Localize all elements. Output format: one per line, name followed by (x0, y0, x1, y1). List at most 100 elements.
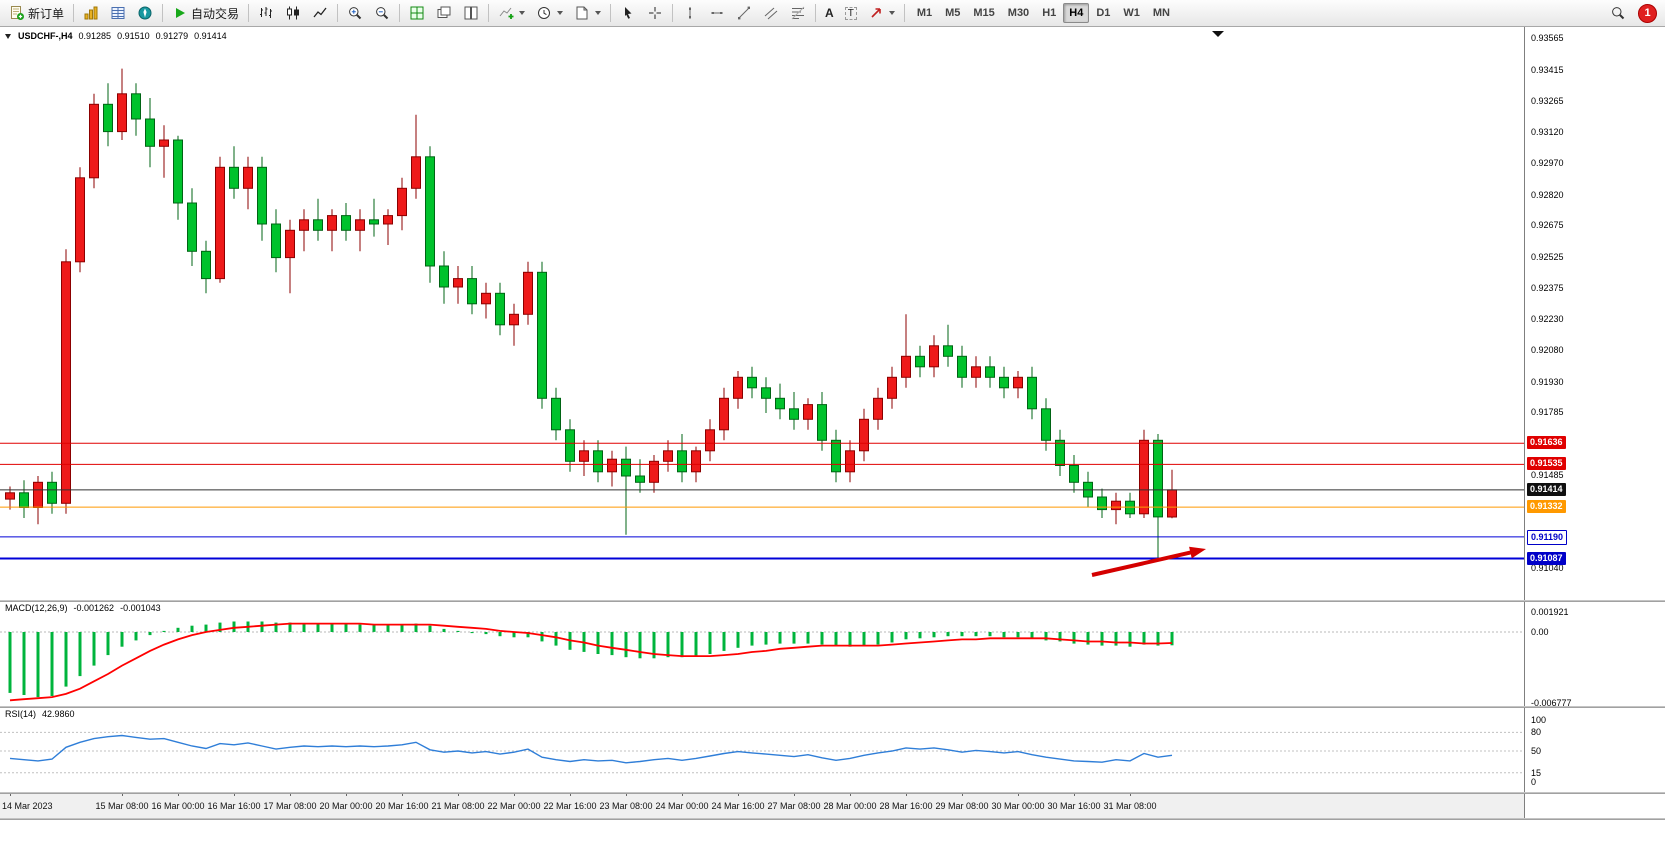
macd-signal-line (9, 622, 1173, 702)
toolbar-separator (399, 4, 401, 22)
text-tool-button[interactable]: A (820, 2, 839, 24)
tile-windows-button[interactable] (404, 2, 430, 24)
time-axis-label: 17 Mar 08:00 (263, 801, 317, 811)
main-chart[interactable] (0, 27, 1524, 600)
timeframe-D1[interactable]: D1 (1090, 3, 1116, 23)
templates-button[interactable] (569, 2, 606, 24)
new-order-button[interactable]: 新订单 (4, 2, 69, 24)
candlestick-mode-button[interactable] (280, 2, 306, 24)
price-badge-0.91087: 0.91087 (1527, 551, 1566, 565)
timeframe-H1[interactable]: H1 (1036, 3, 1062, 23)
panel-splitter[interactable] (0, 792, 1665, 794)
zoom-out-button[interactable] (369, 2, 395, 24)
time-axis-label: 20 Mar 00:00 (319, 801, 373, 811)
periods-button[interactable] (531, 2, 568, 24)
channel-button[interactable] (758, 2, 784, 24)
symbol-collapse-icon[interactable] (5, 33, 11, 39)
timeframe-MN[interactable]: MN (1147, 3, 1176, 23)
time-axis[interactable]: 14 Mar 2023 15 Mar 08:00 16 Mar 00:00 16 Ma… (0, 792, 1524, 818)
time-tick (10, 792, 11, 796)
time-axis-label: 30 Mar 00:00 (991, 801, 1045, 811)
horizontal-line-button[interactable] (704, 2, 730, 24)
new-order-label: 新订单 (28, 6, 65, 21)
time-axis-label: 22 Mar 00:00 (487, 801, 541, 811)
price-badge-0.91414: 0.91414 (1527, 482, 1566, 496)
price-axis[interactable]: 0.93565 0.93415 0.93265 0.93120 0.92970 0.928… (1524, 27, 1665, 818)
search-button[interactable] (1605, 2, 1631, 24)
panel-splitter[interactable] (0, 706, 1665, 708)
macd-axis-label: -0.006777 (1531, 698, 1572, 709)
bar-chart-mode-button[interactable] (253, 2, 279, 24)
arrange-windows-button[interactable] (458, 2, 484, 24)
crosshair-icon (649, 7, 662, 19)
time-axis-label: 16 Mar 16:00 (207, 801, 261, 811)
bar-chart-icon (260, 7, 273, 18)
rsi-axis-label: 15 (1531, 767, 1542, 778)
rsi-axis-label: 0 (1531, 777, 1537, 787)
time-tick (290, 792, 291, 796)
notification-badge[interactable]: 1 (1638, 3, 1657, 23)
timeframe-W1[interactable]: W1 (1117, 3, 1146, 23)
timeframe-M15[interactable]: M15 (967, 3, 1000, 23)
cascade-windows-button[interactable] (431, 2, 457, 24)
rsi-value: 42.9860 (42, 709, 75, 719)
price-tick-label: 0.92375 (1531, 283, 1564, 294)
fibonacci-button[interactable] (785, 2, 811, 24)
arrows-tool-button[interactable] (863, 2, 900, 24)
time-tick (906, 792, 907, 796)
line-chart-mode-button[interactable] (307, 2, 333, 24)
chart-window: USDCHF-,H4 0.91285 0.91510 0.91279 0.914… (0, 27, 1665, 846)
rsi-axis-label: 50 (1531, 746, 1542, 756)
time-axis-label: 14 Mar 2023 (2, 801, 53, 811)
auto-trading-button[interactable]: 自动交易 (167, 2, 244, 24)
rsi-line (9, 734, 1173, 764)
trend-arrow-annotation[interactable] (1091, 546, 1206, 577)
time-tick (402, 792, 403, 796)
time-axis-label: 21 Mar 08:00 (431, 801, 485, 811)
rsi-panel[interactable] (0, 706, 1524, 792)
toolbar-separator (903, 4, 905, 22)
market-watch-button[interactable] (78, 2, 104, 24)
candles (5, 68, 1177, 560)
zoom-out-icon (376, 7, 389, 20)
crosshair-button[interactable] (642, 2, 668, 24)
macd-value-signal: -0.001043 (120, 603, 161, 613)
chevron-down-icon (888, 11, 895, 15)
navigator-button[interactable] (132, 2, 158, 24)
timeframe-H4[interactable]: H4 (1063, 3, 1090, 23)
price-tick-label: 0.92080 (1531, 345, 1564, 355)
time-tick (1074, 792, 1075, 796)
macd-header: MACD(12,26,9) -0.001262 -0.001043 (5, 603, 161, 613)
vertical-line-button[interactable] (677, 2, 703, 24)
macd-panel[interactable] (0, 600, 1524, 706)
cursor-button[interactable] (615, 2, 641, 24)
time-axis-label: 28 Mar 00:00 (823, 801, 877, 811)
new-order-icon (11, 6, 24, 20)
indicators-button[interactable] (493, 2, 530, 24)
time-tick (794, 792, 795, 796)
macd-histogram (8, 621, 1174, 698)
cursor-icon (625, 7, 632, 19)
time-axis-label: 24 Mar 00:00 (655, 801, 709, 811)
label-tool-button[interactable]: T (840, 2, 862, 24)
timeframe-M30[interactable]: M30 (1002, 3, 1035, 23)
trendline-icon (738, 6, 751, 20)
data-window-icon (111, 7, 125, 19)
zoom-in-button[interactable] (342, 2, 368, 24)
time-axis-label: 30 Mar 16:00 (1047, 801, 1101, 811)
time-tick (346, 792, 347, 796)
chart-shift-marker[interactable] (1212, 31, 1224, 37)
time-axis-label: 20 Mar 16:00 (375, 801, 429, 811)
time-tick (178, 792, 179, 796)
timeframe-M5[interactable]: M5 (939, 3, 966, 23)
data-window-button[interactable] (105, 2, 131, 24)
tile-windows-icon (410, 6, 424, 20)
timeframe-M1[interactable]: M1 (911, 3, 938, 23)
price-tick-label: 0.93565 (1531, 33, 1564, 44)
toolbar: 新订单 自动交易 (0, 0, 1665, 27)
time-tick (570, 792, 571, 796)
price-badge-0.91332: 0.91332 (1527, 500, 1566, 514)
panel-splitter[interactable] (0, 600, 1665, 602)
trendline-button[interactable] (731, 2, 757, 24)
label-tool-icon: T (844, 6, 857, 20)
